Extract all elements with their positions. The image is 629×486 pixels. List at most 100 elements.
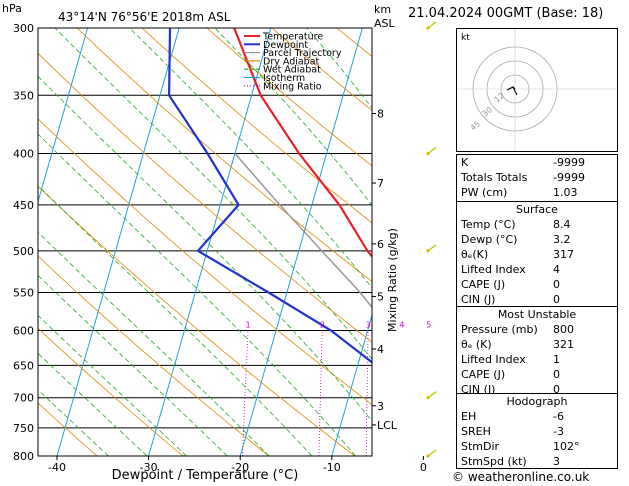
- row-value: -9999: [553, 171, 585, 184]
- legend-label: Temperature: [262, 32, 323, 43]
- datetime-title: 21.04.2024 00GMT (Base: 18): [408, 6, 604, 21]
- row-value: 102°: [553, 440, 580, 453]
- dry-adiabat: [38, 255, 270, 456]
- row-label: PW (cm): [461, 186, 508, 199]
- km-tick-label: 7: [377, 177, 384, 190]
- isotherm: [331, 313, 372, 456]
- wet-adiabat: [38, 231, 270, 456]
- wind-barb: [427, 244, 437, 252]
- legend-label: Dewpoint: [263, 40, 308, 51]
- dry-adiabat: [38, 327, 184, 456]
- km-tick-label: 8: [377, 108, 384, 121]
- surface-table: Surface Temp (°C) 8.4 Dewp (°C) 3.2 θₑ(K) 3…: [456, 201, 618, 308]
- row-label: Pressure (mb): [461, 323, 538, 336]
- row-value: -3: [553, 425, 564, 438]
- legend-label: Mixing Ratio: [263, 81, 322, 92]
- row-label: CAPE (J): [461, 278, 506, 291]
- hodograph-row: StmDir 102°: [457, 439, 617, 454]
- row-label: CIN (J): [461, 383, 496, 396]
- row-label: SREH: [461, 425, 491, 438]
- km-tick-label: LCL: [377, 419, 398, 432]
- hodograph-title: Hodograph: [506, 395, 568, 408]
- pressure-tick-label: 550: [13, 286, 34, 299]
- row-value: 4: [553, 263, 560, 276]
- surface-row: θₑ(K) 317: [457, 247, 617, 262]
- dry-adiabat: [38, 118, 372, 406]
- hodograph-row: StmSpd (kt) 3: [457, 454, 617, 469]
- wind-barb: [427, 449, 437, 457]
- chart-profiles: [167, 28, 372, 364]
- surface-row: CAPE (J) 0: [457, 277, 617, 292]
- mixing-ratio-line: [365, 330, 369, 456]
- dry-adiabat: [38, 52, 372, 343]
- indices-row: Totals Totals -9999: [457, 170, 617, 185]
- mixing-ratio-label: 4: [399, 320, 404, 329]
- pressure-tick-label: 700: [13, 392, 34, 405]
- copyright-footer: © weatheronline.co.uk: [452, 470, 590, 484]
- temp-tick-label: -40: [48, 461, 66, 474]
- wind-barb: [427, 21, 437, 29]
- temp-tick-label: 0: [420, 461, 427, 474]
- row-value: 3: [553, 455, 560, 468]
- most-unstable-row: θₑ (K) 321: [457, 337, 617, 352]
- wet-adiabat: [38, 185, 313, 456]
- hodograph-ring-label: 12: [493, 91, 507, 104]
- km-tick-label: 5: [377, 290, 384, 303]
- hodograph-ring-label: 45: [469, 119, 483, 132]
- hodograph-row: EH -6: [457, 409, 617, 424]
- row-value: 0: [553, 293, 560, 306]
- wet-adiabat: [38, 75, 372, 422]
- mixing-ratio-label: 2: [320, 320, 325, 329]
- row-label: EH: [461, 410, 477, 423]
- mixing-ratio-label: 1: [246, 320, 251, 329]
- temp-tick-label: -30: [140, 461, 158, 474]
- surface-row: Lifted Index 4: [457, 262, 617, 277]
- mixing-ratio-label: 3: [366, 320, 371, 329]
- surface-row: Temp (°C) 8.4: [457, 217, 617, 232]
- row-value: 3.2: [553, 233, 571, 246]
- row-value: 8.4: [553, 218, 571, 231]
- wind-barb: [427, 391, 437, 399]
- dry-adiabat: [38, 402, 98, 456]
- isotherm: [239, 28, 363, 456]
- row-label: CAPE (J): [461, 368, 506, 381]
- most-unstable-title: Most Unstable: [497, 308, 577, 321]
- temp-tick-label: -10: [323, 461, 341, 474]
- legend-label: Isotherm: [263, 73, 305, 84]
- x-axis-label: Dewpoint / Temperature (°C): [112, 468, 299, 483]
- isotherm: [56, 28, 180, 456]
- pressure-tick-label: 350: [13, 89, 34, 102]
- wind-barb: [427, 146, 437, 155]
- km-label: km: [374, 3, 391, 16]
- mixing-ratio-line: [318, 330, 323, 456]
- isotherm: [38, 28, 89, 204]
- wind-barb-dot: [426, 454, 430, 458]
- mixing-ratio-line: [401, 331, 402, 457]
- wet-adiabat: [129, 28, 372, 289]
- row-value: -9999: [553, 156, 585, 169]
- row-value: 1: [553, 353, 560, 366]
- mixing-ratio-line: [242, 330, 249, 456]
- row-label: Totals Totals: [461, 171, 528, 184]
- most-unstable-row: Pressure (mb) 800: [457, 322, 617, 337]
- wind-barb-dot: [426, 396, 430, 400]
- hodograph-unit: kt: [461, 33, 470, 43]
- wind-barbs: [426, 21, 437, 458]
- pressure-tick-label: 650: [13, 359, 34, 372]
- km-tick-label: 4: [377, 343, 384, 356]
- wet-adiabat: [38, 133, 356, 456]
- row-label: K: [461, 156, 469, 169]
- row-value: 317: [553, 248, 574, 261]
- row-value: 321: [553, 338, 574, 351]
- dry-adiabat: [38, 185, 356, 456]
- dry-adiabat: [402, 28, 452, 456]
- hodograph: kt 12 30 45: [456, 28, 618, 152]
- pressure-tick-label: 800: [13, 450, 34, 463]
- wet-adiabat: [214, 28, 372, 206]
- hpa-label: hPa: [2, 2, 22, 15]
- plot-frame: [37, 27, 373, 457]
- isotherm: [148, 28, 272, 456]
- legend-label: Dry Adiabat: [263, 56, 320, 67]
- parcel-trajectory-line: [234, 153, 372, 309]
